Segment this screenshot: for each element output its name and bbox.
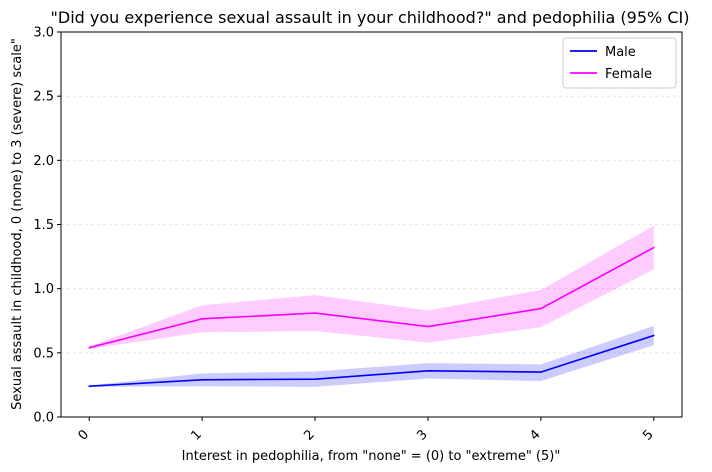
ci-band-female xyxy=(89,225,654,349)
y-tick-label: 0.0 xyxy=(33,411,54,426)
y-axis-label: Sexual assault in childhood, 0 (none) to… xyxy=(10,38,25,410)
data-point-male xyxy=(314,378,316,380)
series-lines xyxy=(88,246,655,388)
x-tick-label: 5 xyxy=(640,427,656,443)
legend-label-male: Male xyxy=(605,45,636,60)
legend-label-female: Female xyxy=(605,67,652,82)
y-axis: 0.0 0.5 1.0 1.5 2.0 2.5 3.0 xyxy=(33,26,61,426)
x-tick-label: 1 xyxy=(188,427,204,443)
data-point-female xyxy=(427,325,429,328)
data-point-male xyxy=(201,378,203,381)
y-tick-label: 2.0 xyxy=(33,154,54,169)
data-point-male xyxy=(540,371,542,373)
y-tick-label: 2.5 xyxy=(33,90,54,105)
x-tick-label: 0 xyxy=(76,427,92,443)
data-point-female xyxy=(88,346,90,349)
x-tick-label: 4 xyxy=(527,427,543,443)
x-axis-label: Interest in pedophilia, from "none" = (0… xyxy=(182,449,561,464)
chart-title: "Did you experience sexual assault in yo… xyxy=(51,8,690,27)
x-tick-label: 3 xyxy=(414,427,430,443)
y-tick-label: 3.0 xyxy=(33,26,54,41)
data-point-female xyxy=(540,307,542,310)
data-point-female xyxy=(201,318,203,320)
series-line-female xyxy=(89,246,655,349)
legend: Male Female xyxy=(562,37,677,89)
y-tick-label: 0.5 xyxy=(33,346,54,361)
data-point-female xyxy=(314,312,316,314)
data-point-male xyxy=(88,385,90,388)
data-point-male xyxy=(653,334,655,337)
data-point-male xyxy=(427,370,429,372)
series-line-male xyxy=(89,334,655,387)
data-point-female xyxy=(653,246,655,249)
x-tick-label: 2 xyxy=(301,427,317,443)
y-tick-label: 1.5 xyxy=(33,218,54,233)
y-tick-label: 1.0 xyxy=(33,282,54,297)
x-axis: 0 1 2 3 4 5 xyxy=(76,417,657,444)
